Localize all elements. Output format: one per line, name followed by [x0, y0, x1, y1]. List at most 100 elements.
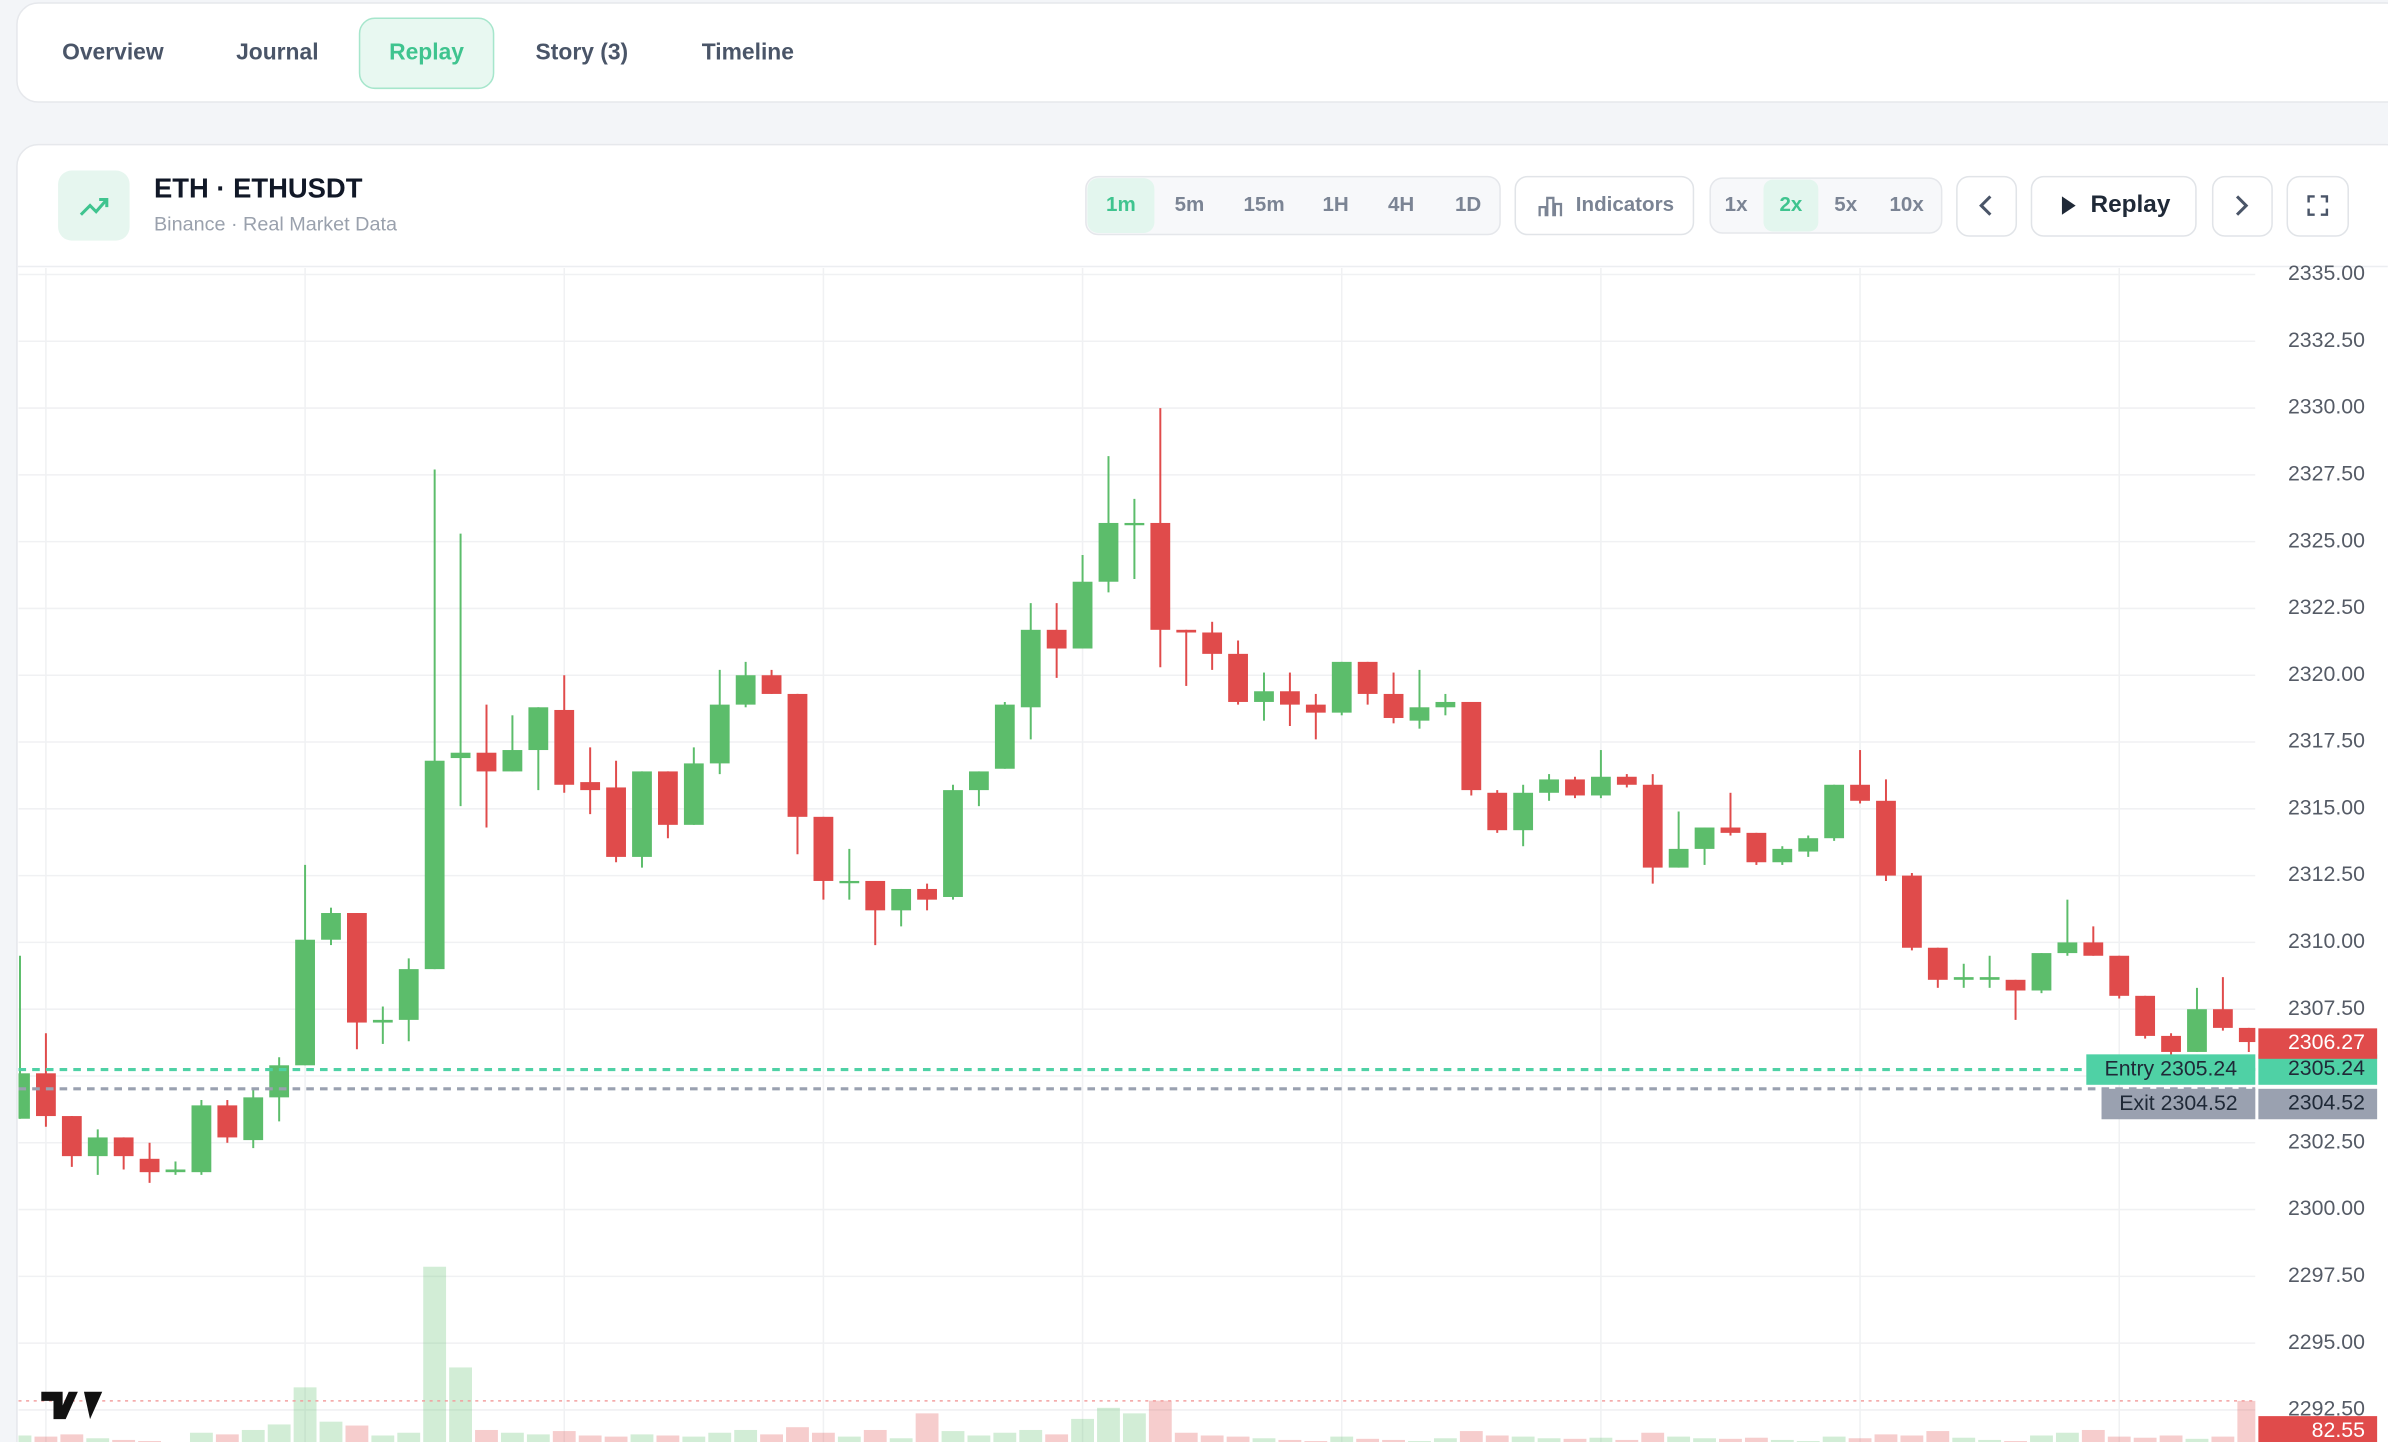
volume-bar [241, 1429, 265, 1442]
candle-body [191, 1105, 212, 1173]
candle-body [372, 1019, 393, 1023]
chart-card [16, 143, 2388, 1442]
speed[interactable]: 5x [1834, 193, 1857, 216]
indicators-box[interactable] [1514, 175, 1695, 236]
volume-bar [397, 1432, 421, 1442]
y-tick-label: 2310.00 [2288, 929, 2365, 953]
volume-bar [1667, 1436, 1691, 1442]
volume-bar [189, 1432, 213, 1442]
volume-bar [811, 1432, 835, 1442]
volume-bar [449, 1367, 472, 1442]
exit-tag: Exit 2304.52 [2119, 1091, 2237, 1115]
last-price-label: 2306.27 [2288, 1030, 2365, 1054]
candle-body [709, 704, 730, 764]
exit-tag-label: Exit [2119, 1091, 2155, 1115]
candle-body [1565, 779, 1585, 796]
volume-bar [993, 1432, 1017, 1442]
tabs: Overview Journal Replay Story (3) Timeline [62, 17, 794, 90]
candle-body [1487, 792, 1508, 831]
candle-body [813, 816, 834, 881]
volume-bar [1382, 1439, 1405, 1442]
candle-body [1824, 784, 1845, 839]
candle-body [839, 880, 860, 884]
volume-bar [889, 1438, 913, 1442]
tab[interactable]: Timeline [702, 38, 794, 64]
candle-body [1901, 875, 1922, 948]
candle-body [606, 787, 626, 857]
volume-bar [2081, 1429, 2105, 1442]
candle-body [1616, 776, 1637, 785]
candle-body [1513, 792, 1534, 831]
volume-bar [630, 1434, 654, 1442]
trend-icon [99, 197, 109, 208]
candle-body [1150, 522, 1171, 630]
candle-body [165, 1169, 186, 1173]
candle-body [1694, 827, 1715, 849]
candle-body [1798, 838, 1819, 852]
candle-body [87, 1137, 108, 1157]
timeframe[interactable]: 1H [1322, 193, 1348, 216]
candle-body [424, 760, 445, 970]
candle-body [476, 752, 497, 772]
candle-body [1124, 522, 1145, 526]
timeframe[interactable]: 1m [1106, 193, 1136, 216]
speed[interactable]: 2x [1779, 193, 1802, 216]
volume-bar [1563, 1438, 1587, 1442]
entry-axis-bg [2258, 1054, 2378, 1085]
volume-bar [1952, 1437, 1976, 1442]
candle-body [580, 782, 601, 791]
candle-body [761, 675, 782, 694]
candle-body [1254, 691, 1274, 702]
volume-bar [2159, 1435, 2183, 1442]
tab[interactable]: Story (3) [536, 38, 629, 64]
tab-active-bg [358, 17, 495, 90]
candle-body [658, 771, 678, 825]
entry-tag: Entry 2305.24 [2105, 1056, 2238, 1080]
volume-bar [526, 1434, 550, 1442]
volume-bar [1900, 1435, 1924, 1442]
y-tick-label: 2332.50 [2288, 328, 2365, 352]
fullscreen-icon [2307, 195, 2329, 216]
y-tick-label: 2335.00 [2288, 261, 2365, 285]
exit-axis-bg [2258, 1088, 2378, 1120]
indicators-label[interactable]: Indicators [1576, 193, 1674, 216]
fullscreen-button[interactable] [2286, 175, 2349, 237]
volume-bar [1252, 1438, 1276, 1442]
volume-bar [552, 1431, 576, 1442]
speed[interactable]: 1x [1725, 193, 1748, 216]
replay-button[interactable] [2030, 175, 2197, 237]
y-tick-label: 2315.00 [2288, 795, 2365, 819]
indicators-button[interactable]: Indicators [1514, 175, 1695, 236]
tab[interactable]: Overview [62, 38, 164, 64]
volume-bar [1511, 1436, 1535, 1442]
timeframe[interactable]: 1D [1455, 193, 1481, 216]
volume-bar [1744, 1437, 1768, 1442]
candle-body [554, 709, 575, 785]
symbol-subtitle: Binance · Real Market Data [154, 214, 397, 236]
timeframe[interactable]: 15m [1243, 193, 1284, 216]
volume-bar [786, 1427, 809, 1442]
prev-button[interactable] [1956, 175, 2018, 237]
next-button[interactable] [2211, 175, 2273, 237]
candle-body [1668, 848, 1689, 868]
candle-body [502, 750, 523, 772]
tab[interactable]: Journal [236, 38, 318, 64]
candle-body [891, 888, 912, 911]
volume-bar [1330, 1436, 1354, 1442]
candle-body [36, 1073, 56, 1117]
y-tick-label: 2307.50 [2288, 996, 2365, 1020]
timeframe[interactable]: 5m [1175, 193, 1205, 216]
candle-body [217, 1105, 238, 1138]
tab[interactable]: Replay [389, 38, 464, 64]
candle-body [1176, 629, 1197, 633]
candle-body [1642, 784, 1663, 868]
exit-tag-value: 2304.52 [2161, 1091, 2238, 1115]
speed[interactable]: 10x [1889, 193, 1924, 216]
symbol-title: ETH · ETHUSDT [154, 173, 363, 204]
replay-label[interactable]: Replay [2091, 191, 2171, 218]
volume-bar [2030, 1435, 2053, 1442]
timeframe[interactable]: 4H [1388, 193, 1414, 216]
candle-body [1720, 827, 1741, 833]
volume-bar [1978, 1439, 2002, 1442]
volume-bar [863, 1429, 887, 1442]
